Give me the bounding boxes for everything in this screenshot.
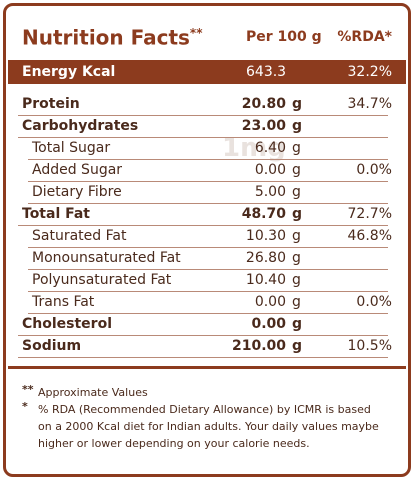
row-unit: g bbox=[292, 184, 301, 200]
row-unit: g bbox=[292, 250, 301, 266]
row-label: Cholesterol bbox=[22, 316, 112, 332]
row-amount: 10.40 bbox=[245, 272, 286, 288]
row-separator bbox=[28, 313, 388, 314]
row-unit: g bbox=[292, 96, 303, 112]
row-amount: 210.00 bbox=[231, 338, 286, 354]
row-rda: 10.5% bbox=[347, 338, 392, 354]
row-separator bbox=[28, 291, 388, 292]
row-amount: 6.40 bbox=[254, 140, 286, 156]
row-label: Dietary Fibre bbox=[32, 184, 122, 200]
row-amount: 5.00 bbox=[254, 184, 286, 200]
row-label: Carbohydrates bbox=[22, 118, 139, 134]
row-amount: 0.00 bbox=[254, 294, 286, 310]
row-rda: 34.7% bbox=[347, 96, 392, 112]
row-rda: 0.0% bbox=[356, 162, 392, 178]
note-line: on a 2000 Kcal diet for Indian adults. Y… bbox=[38, 420, 379, 433]
row-separator bbox=[18, 115, 388, 116]
note-mark: ** bbox=[22, 383, 34, 396]
row-unit: g bbox=[292, 294, 301, 310]
energy-amount: 643.3 bbox=[246, 64, 287, 80]
row-separator bbox=[18, 225, 388, 226]
rda-header: %RDA* bbox=[337, 29, 392, 45]
row-separator bbox=[18, 137, 388, 138]
nutrition-card bbox=[3, 3, 411, 477]
row-separator bbox=[28, 203, 388, 204]
row-unit: g bbox=[292, 316, 303, 332]
title: Nutrition Facts** bbox=[22, 23, 202, 48]
watermark: 1mg bbox=[222, 133, 286, 163]
row-label: Monounsaturated Fat bbox=[32, 250, 181, 266]
row-separator bbox=[18, 335, 388, 336]
row-unit: g bbox=[292, 162, 301, 178]
divider bbox=[8, 366, 406, 369]
title-text: Nutrition Facts bbox=[22, 25, 190, 50]
note-line: % RDA (Recommended Dietary Allowance) by… bbox=[38, 403, 371, 416]
row-separator bbox=[18, 357, 388, 358]
row-label: Sodium bbox=[22, 338, 82, 354]
row-amount: 0.00 bbox=[254, 162, 286, 178]
row-unit: g bbox=[292, 140, 301, 156]
row-unit: g bbox=[292, 338, 303, 354]
per-header: Per 100 g bbox=[246, 29, 322, 45]
row-label: Protein bbox=[22, 96, 80, 112]
row-label: Polyunsaturated Fat bbox=[32, 272, 172, 288]
row-label: Total Fat bbox=[22, 206, 91, 222]
note-mark: * bbox=[22, 400, 28, 413]
energy-bar bbox=[8, 60, 406, 84]
row-separator bbox=[28, 159, 388, 160]
row-amount: 10.30 bbox=[245, 228, 286, 244]
row-amount: 48.70 bbox=[241, 206, 286, 222]
row-unit: g bbox=[292, 118, 303, 134]
row-rda: 72.7% bbox=[347, 206, 392, 222]
row-rda: 46.8% bbox=[347, 228, 392, 244]
note-line: Approximate Values bbox=[38, 386, 148, 399]
row-unit: g bbox=[292, 272, 301, 288]
row-label: Added Sugar bbox=[32, 162, 123, 178]
row-amount: 0.00 bbox=[251, 316, 286, 332]
row-amount: 23.00 bbox=[241, 118, 286, 134]
energy-label: Energy Kcal bbox=[22, 64, 116, 80]
row-separator bbox=[28, 181, 388, 182]
row-amount: 20.80 bbox=[241, 96, 286, 112]
row-separator bbox=[28, 247, 388, 248]
note-line: higher or lower depending on your calori… bbox=[38, 437, 310, 450]
row-label: Saturated Fat bbox=[32, 228, 127, 244]
row-separator bbox=[28, 269, 388, 270]
row-amount: 26.80 bbox=[245, 250, 286, 266]
row-unit: g bbox=[292, 228, 301, 244]
row-label: Total Sugar bbox=[32, 140, 111, 156]
row-rda: 0.0% bbox=[356, 294, 392, 310]
row-label: Trans Fat bbox=[32, 294, 95, 310]
title-mark: ** bbox=[189, 26, 203, 40]
row-unit: g bbox=[292, 206, 303, 222]
energy-rda: 32.2% bbox=[347, 64, 392, 80]
